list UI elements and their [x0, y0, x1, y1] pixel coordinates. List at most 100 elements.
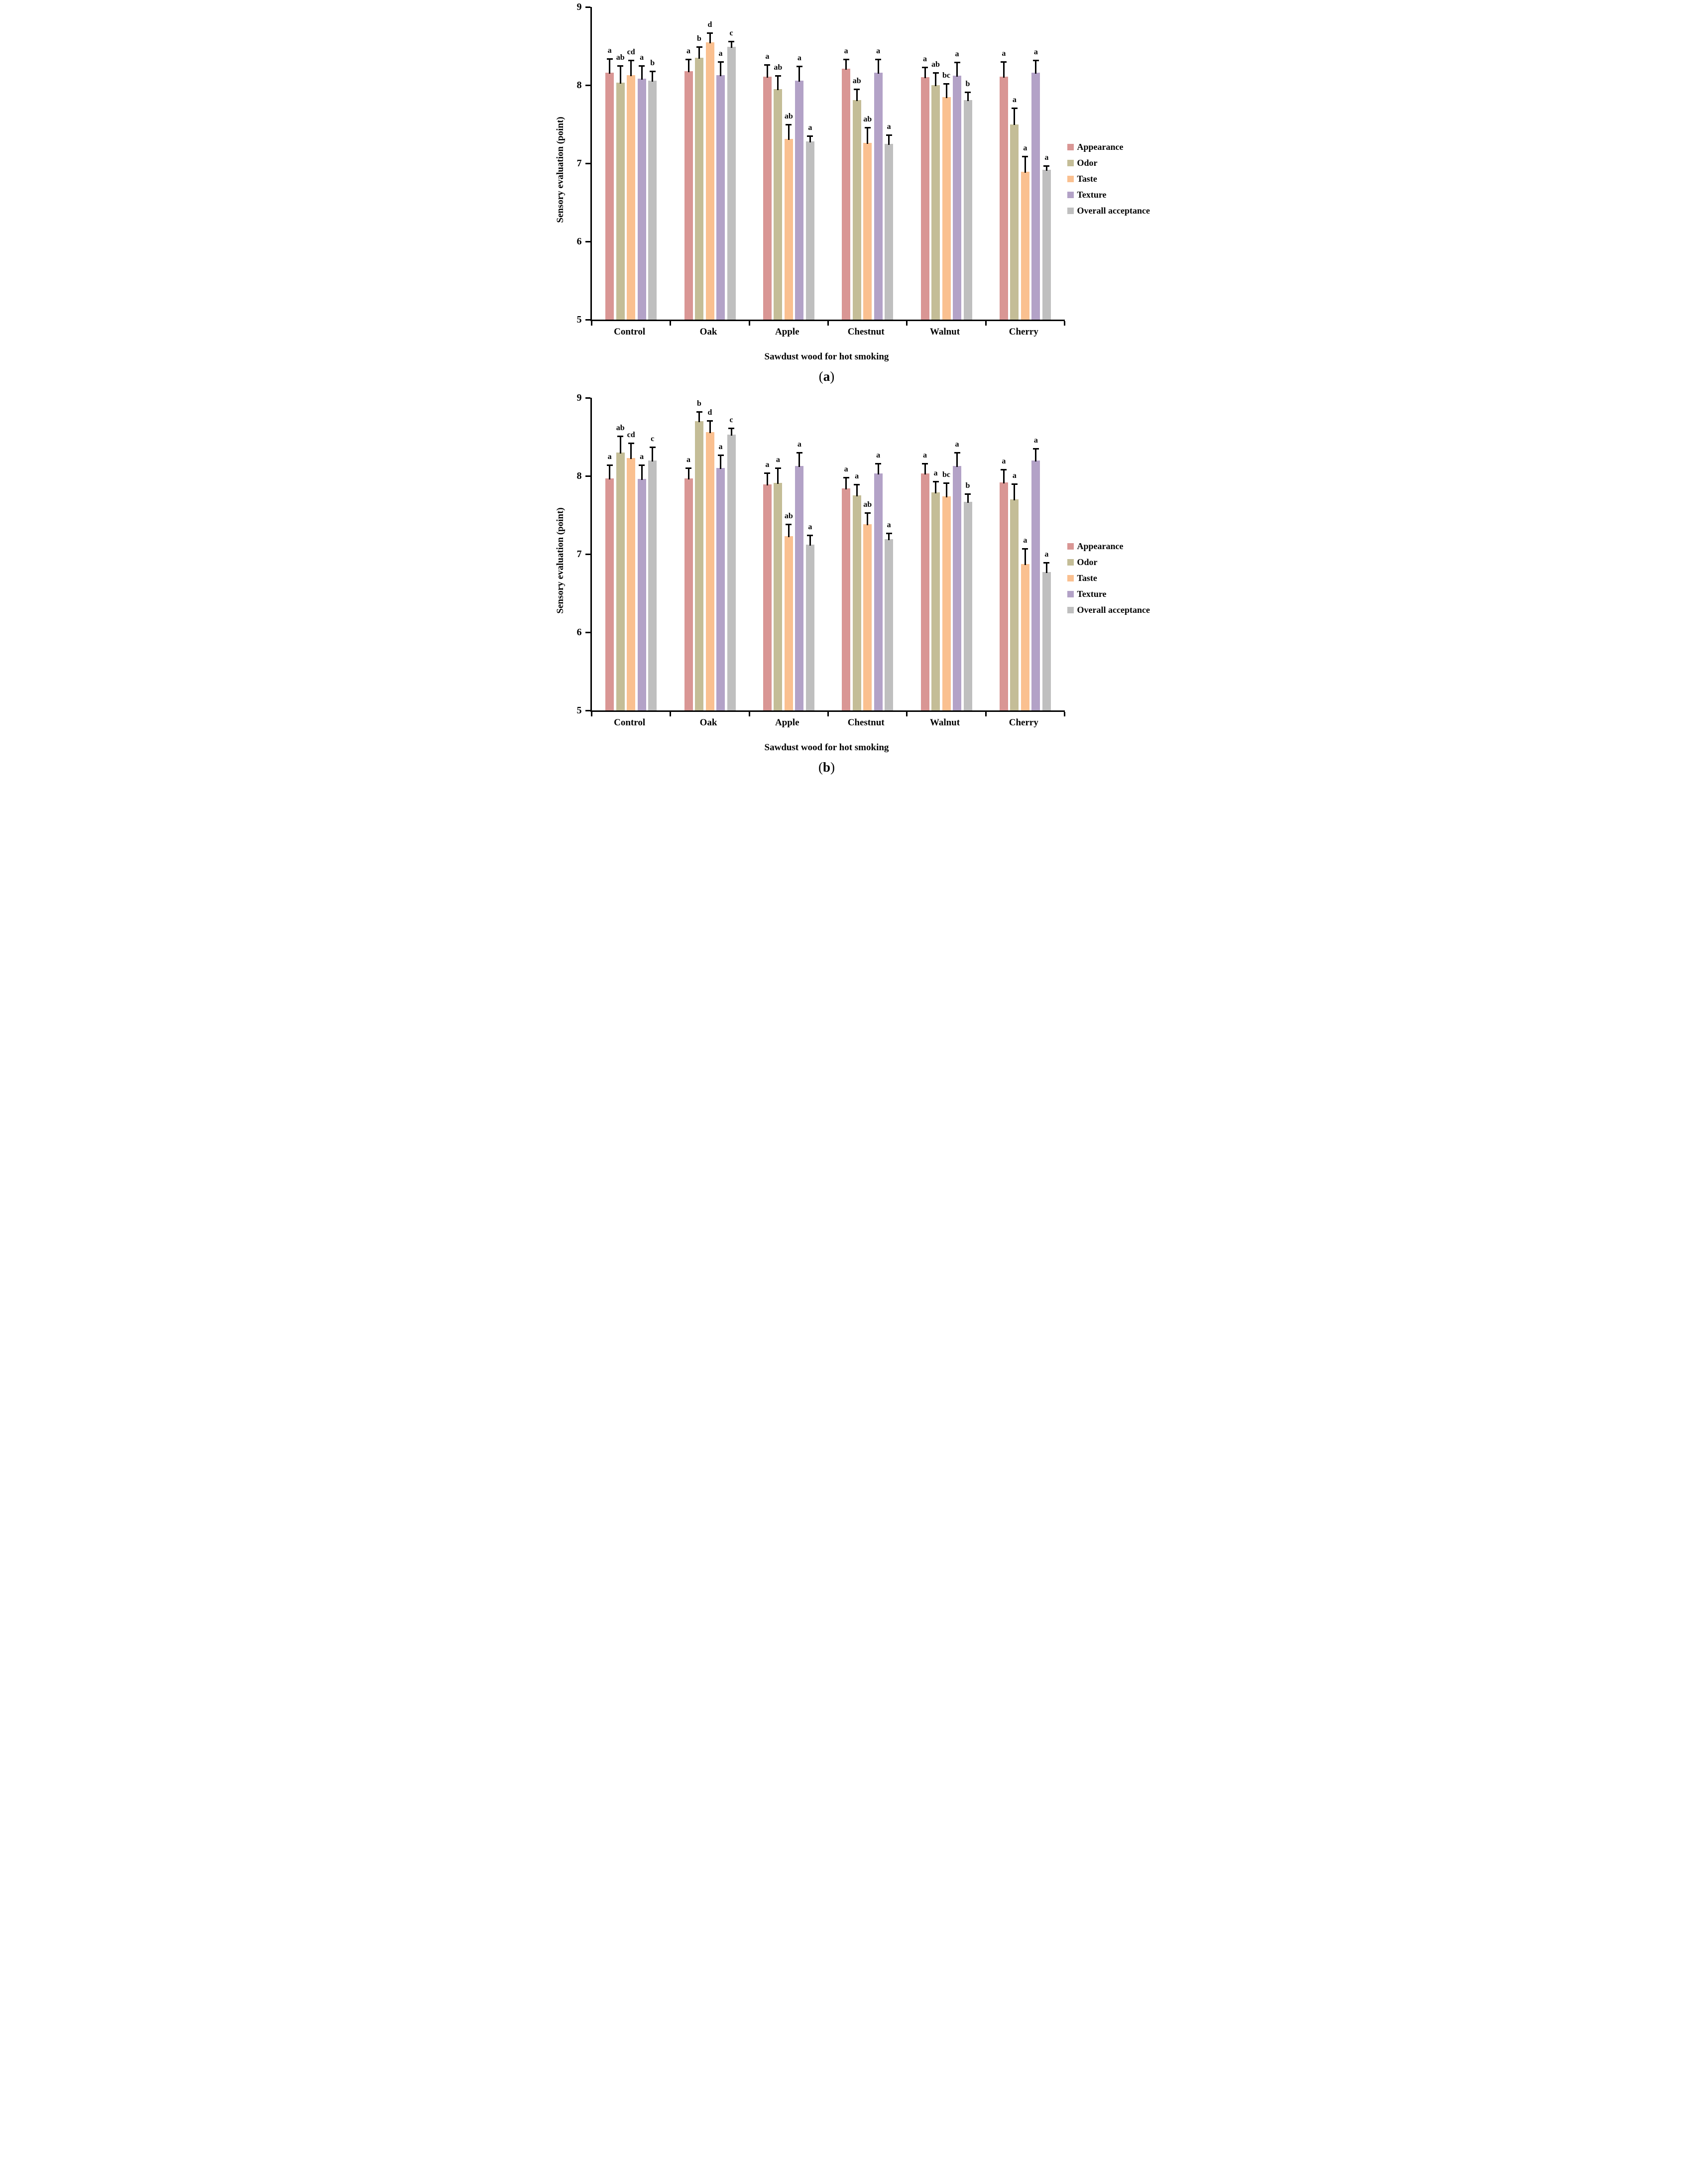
bar-overall-acceptance: [963, 501, 972, 710]
error-bar-cap: [717, 454, 724, 456]
y-axis-tick: [585, 631, 590, 633]
significance-letter: a: [923, 451, 927, 459]
error-bar-cap: [1043, 165, 1050, 167]
legend-swatch-taste: [1067, 176, 1074, 182]
error-bar-cap: [843, 477, 849, 479]
bar-taste: [784, 536, 793, 710]
bar-texture: [874, 72, 883, 320]
x-axis-title: Sawdust wood for hot smoking: [764, 351, 889, 362]
error-bar: [1014, 108, 1016, 125]
bar-appearance: [684, 478, 693, 710]
error-bar: [609, 465, 611, 479]
y-axis-tick: [585, 162, 590, 164]
error-bar: [935, 72, 936, 86]
error-bar-cap: [875, 462, 882, 464]
bar-taste: [1021, 172, 1029, 320]
error-bar-cap: [965, 92, 971, 94]
error-bar: [798, 452, 800, 467]
error-bar-cap: [965, 493, 971, 495]
significance-letter: c: [651, 434, 655, 443]
error-bar: [1035, 60, 1037, 74]
caption-paren-close: ): [830, 369, 835, 384]
significance-letter: a: [955, 50, 959, 59]
error-bar: [766, 65, 768, 78]
bar-appearance: [842, 69, 851, 320]
error-bar-cap: [728, 41, 734, 43]
sensory-evaluation-figure: Sensory evaluation (point) 9 8 7 6 5 a ab cd a b a…: [548, 0, 1160, 782]
bar-taste: [784, 139, 793, 320]
significance-letter: ab: [774, 63, 783, 72]
significance-letter: ab: [616, 423, 625, 432]
significance-letter: a: [1033, 436, 1038, 445]
x-axis-tick: [670, 712, 672, 716]
error-bar-cap: [628, 59, 634, 61]
x-category-label: Apple: [775, 717, 799, 728]
error-bar: [730, 428, 732, 436]
error-bar-cap: [932, 72, 939, 74]
legend-item: Odor: [1067, 158, 1160, 168]
significance-letter: a: [1012, 471, 1017, 480]
bar-odor: [931, 85, 940, 320]
y-axis-title: Sensory evaluation (point): [555, 507, 566, 614]
error-bar: [788, 124, 790, 140]
error-bar-cap: [943, 482, 949, 484]
error-bar-cap: [1022, 548, 1028, 550]
x-category-label: Cherry: [1009, 717, 1038, 728]
plot-area: 9 8 7 6 5 a ab cd a c a b d a c a a ab a a a a ab a a a a bc a b a a a a a: [577, 393, 1065, 716]
legend-item: Texture: [1067, 589, 1160, 599]
bar-taste: [942, 496, 951, 710]
bar-odor: [1010, 499, 1019, 710]
y-axis-tick-label: 8: [576, 80, 582, 91]
significance-letter: ab: [784, 112, 793, 120]
bar-odor: [695, 421, 703, 710]
y-axis-tick-label: 7: [576, 549, 582, 560]
significance-letter: ab: [852, 76, 861, 85]
error-bar: [1024, 156, 1026, 173]
significance-letter: a: [808, 523, 812, 532]
significance-letter: a: [686, 47, 690, 56]
error-bar: [867, 127, 869, 144]
x-category-label: Control: [614, 717, 646, 728]
plot-area: 9 8 7 6 5 a ab cd a b a b d a c a ab ab a a a ab ab a a a ab bc a b a a…: [577, 2, 1065, 326]
bar-odor: [852, 100, 861, 320]
error-bar-cap: [786, 524, 792, 526]
bar-overall-acceptance: [648, 80, 657, 320]
error-bar-cap: [628, 443, 634, 445]
bar-texture: [953, 465, 961, 710]
error-bar: [924, 67, 926, 79]
significance-letter: b: [697, 34, 701, 43]
x-category-label: Apple: [775, 327, 799, 337]
error-bar: [856, 484, 858, 497]
bar-texture: [637, 479, 646, 710]
error-bar: [619, 65, 621, 84]
x-axis-tick: [985, 321, 987, 326]
significance-letter: ab: [863, 500, 872, 509]
error-bar-cap: [922, 66, 928, 68]
significance-letter: ab: [931, 60, 940, 69]
legend-item: Taste: [1067, 174, 1160, 184]
x-category-label: Cherry: [1009, 327, 1038, 337]
legend: Appearance Odor Taste Texture Overall accept…: [1067, 142, 1160, 222]
bar-texture: [874, 473, 883, 710]
error-bar: [630, 443, 632, 459]
error-bar: [856, 89, 858, 101]
y-axis-tick: [585, 475, 590, 477]
bar-texture: [795, 80, 804, 320]
error-bar-cap: [922, 462, 928, 464]
error-bar: [1045, 165, 1047, 171]
significance-letter: a: [923, 54, 927, 63]
significance-letter: a: [844, 465, 848, 474]
bar-overall-acceptance: [805, 545, 814, 710]
error-bar: [630, 60, 632, 76]
error-bar-cap: [775, 75, 781, 77]
significance-letter: a: [797, 440, 801, 449]
x-axis-tick: [827, 321, 829, 326]
bar-taste: [627, 458, 636, 710]
bar-appearance: [999, 482, 1008, 710]
bar-odor: [616, 83, 625, 320]
bar-texture: [716, 468, 725, 710]
y-axis-tick-label: 8: [576, 470, 582, 481]
error-bar: [845, 59, 847, 70]
error-bar-cap: [617, 435, 624, 437]
bar-texture: [1031, 460, 1040, 710]
